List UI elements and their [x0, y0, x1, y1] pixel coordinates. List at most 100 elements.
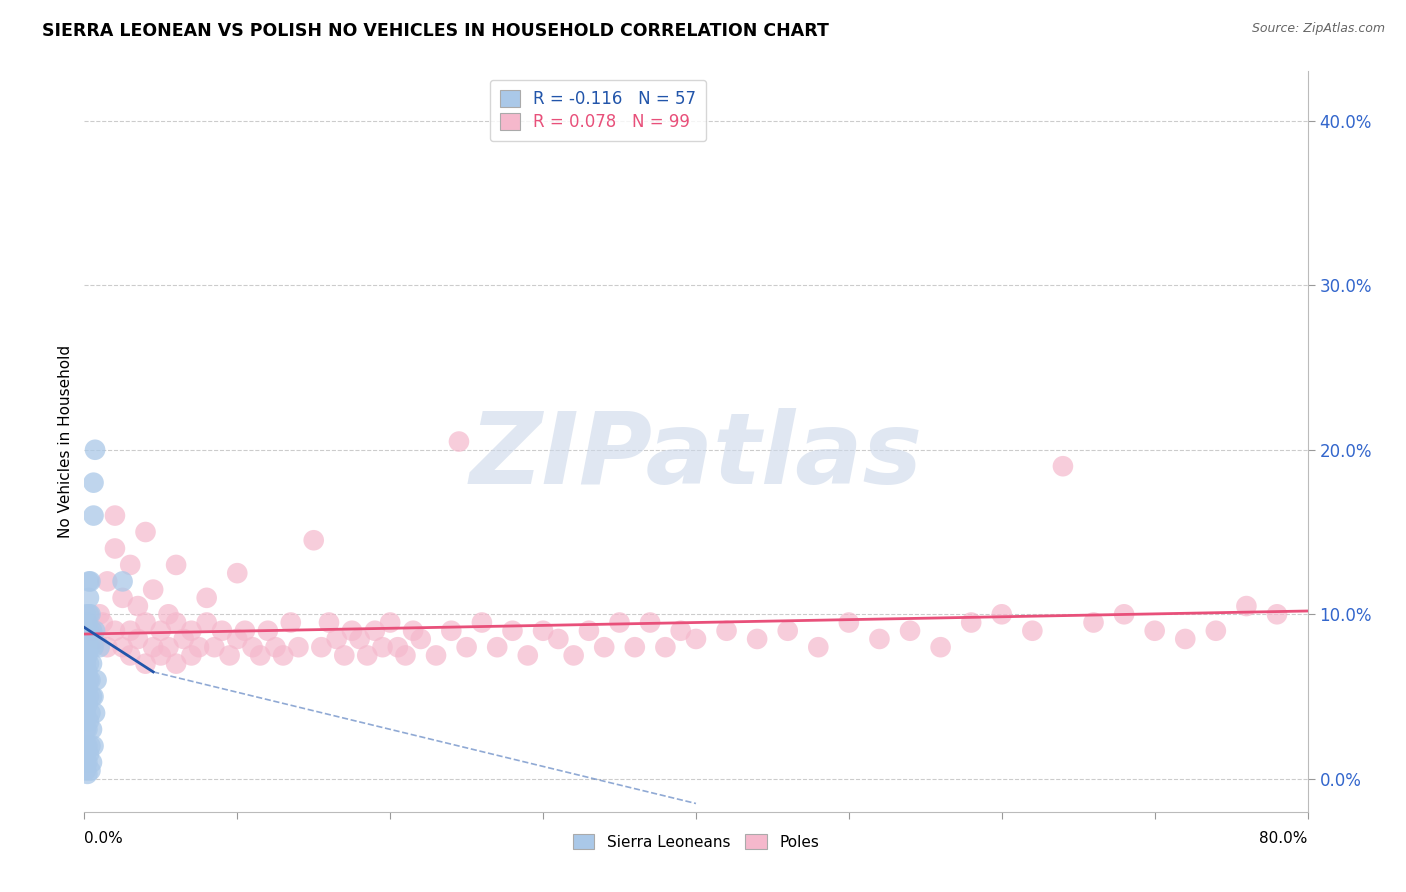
Point [77, 607, 100, 622]
Point [233, 624, 256, 638]
Point [149, 624, 172, 638]
Point [869, 632, 891, 646]
Point [75, 673, 97, 687]
Point [75, 756, 97, 770]
Point [1052, 459, 1074, 474]
Text: Source: ZipAtlas.com: Source: ZipAtlas.com [1251, 22, 1385, 36]
Point [340, 624, 363, 638]
Point [157, 607, 180, 622]
Point [135, 657, 157, 671]
Point [76, 723, 98, 737]
Point [380, 615, 402, 630]
Point [111, 640, 134, 655]
Point [838, 615, 860, 630]
Point [76, 648, 98, 663]
Text: 0.0%: 0.0% [84, 831, 124, 847]
Point [89, 607, 111, 622]
Point [96, 640, 118, 655]
Point [302, 533, 325, 548]
Point [1083, 615, 1105, 630]
Point [84, 442, 107, 457]
Point [165, 558, 187, 572]
Point [456, 640, 478, 655]
Point [79, 764, 101, 778]
Point [120, 648, 142, 663]
Point [86, 632, 108, 646]
Point [157, 640, 180, 655]
Point [75, 706, 97, 720]
Point [287, 640, 309, 655]
Point [349, 632, 371, 646]
Point [654, 640, 676, 655]
Point [91, 615, 114, 630]
Text: SIERRA LEONEAN VS POLISH NO VEHICLES IN HOUSEHOLD CORRELATION CHART: SIERRA LEONEAN VS POLISH NO VEHICLES IN … [42, 22, 830, 40]
Point [440, 624, 463, 638]
Point [75, 640, 97, 655]
Point [211, 624, 233, 638]
Point [356, 648, 378, 663]
Point [180, 624, 202, 638]
Point [1174, 632, 1197, 646]
Point [76, 632, 98, 646]
Point [776, 624, 799, 638]
Point [531, 624, 554, 638]
Point [76, 665, 98, 679]
Text: 80.0%: 80.0% [1260, 831, 1308, 847]
Point [76, 698, 98, 712]
Point [77, 640, 100, 655]
Point [1205, 624, 1227, 638]
Point [75, 632, 97, 646]
Point [79, 640, 101, 655]
Point [86, 673, 108, 687]
Point [77, 574, 100, 589]
Point [311, 640, 333, 655]
Point [77, 747, 100, 761]
Point [77, 624, 100, 638]
Point [624, 640, 647, 655]
Point [747, 632, 769, 646]
Point [80, 690, 103, 704]
Point [75, 624, 97, 638]
Point [173, 632, 195, 646]
Point [402, 624, 425, 638]
Point [127, 632, 149, 646]
Point [807, 640, 830, 655]
Point [80, 657, 103, 671]
Point [471, 615, 494, 630]
Point [898, 624, 921, 638]
Point [202, 640, 225, 655]
Point [547, 632, 569, 646]
Point [120, 558, 142, 572]
Point [218, 648, 240, 663]
Point [669, 624, 692, 638]
Point [80, 624, 103, 638]
Point [79, 739, 101, 753]
Point [195, 591, 218, 605]
Point [271, 648, 294, 663]
Point [502, 624, 524, 638]
Point [195, 615, 218, 630]
Point [425, 648, 447, 663]
Point [638, 615, 661, 630]
Point [77, 714, 100, 729]
Point [371, 640, 394, 655]
Point [84, 624, 107, 638]
Point [226, 566, 249, 581]
Point [84, 706, 107, 720]
Point [75, 723, 97, 737]
Point [142, 582, 165, 597]
Point [333, 648, 356, 663]
Point [1143, 624, 1166, 638]
Point [75, 648, 97, 663]
Point [387, 640, 409, 655]
Point [75, 764, 97, 778]
Point [264, 640, 287, 655]
Point [325, 632, 347, 646]
Point [75, 747, 97, 761]
Point [409, 632, 432, 646]
Point [716, 624, 738, 638]
Point [77, 657, 100, 671]
Point [83, 640, 105, 655]
Point [104, 508, 127, 523]
Point [1114, 607, 1136, 622]
